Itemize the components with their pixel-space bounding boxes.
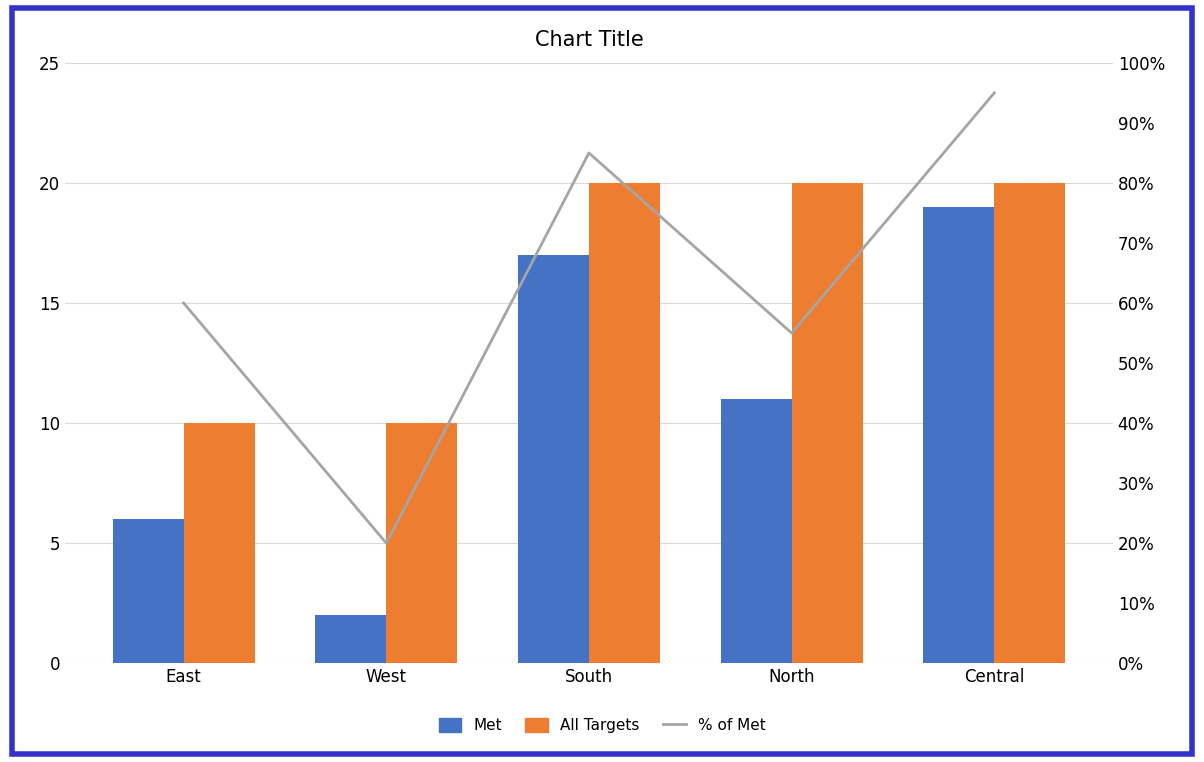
Legend: Met, All Targets, % of Met: Met, All Targets, % of Met (432, 712, 772, 739)
Bar (518, 255, 589, 663)
Bar (315, 615, 386, 663)
Title: Chart Title: Chart Title (535, 30, 643, 50)
Bar (721, 399, 791, 663)
Bar (923, 207, 995, 663)
% of Met (987, 88, 1002, 98)
Line: % of Met: % of Met (184, 93, 995, 543)
Bar (184, 423, 254, 663)
% of Met (379, 539, 394, 548)
% of Met (784, 328, 798, 338)
% of Met (582, 149, 596, 158)
Bar (791, 183, 862, 663)
Bar (589, 183, 660, 663)
Bar (995, 183, 1066, 663)
Bar (113, 519, 184, 663)
Bar (386, 423, 458, 663)
% of Met (177, 299, 191, 308)
